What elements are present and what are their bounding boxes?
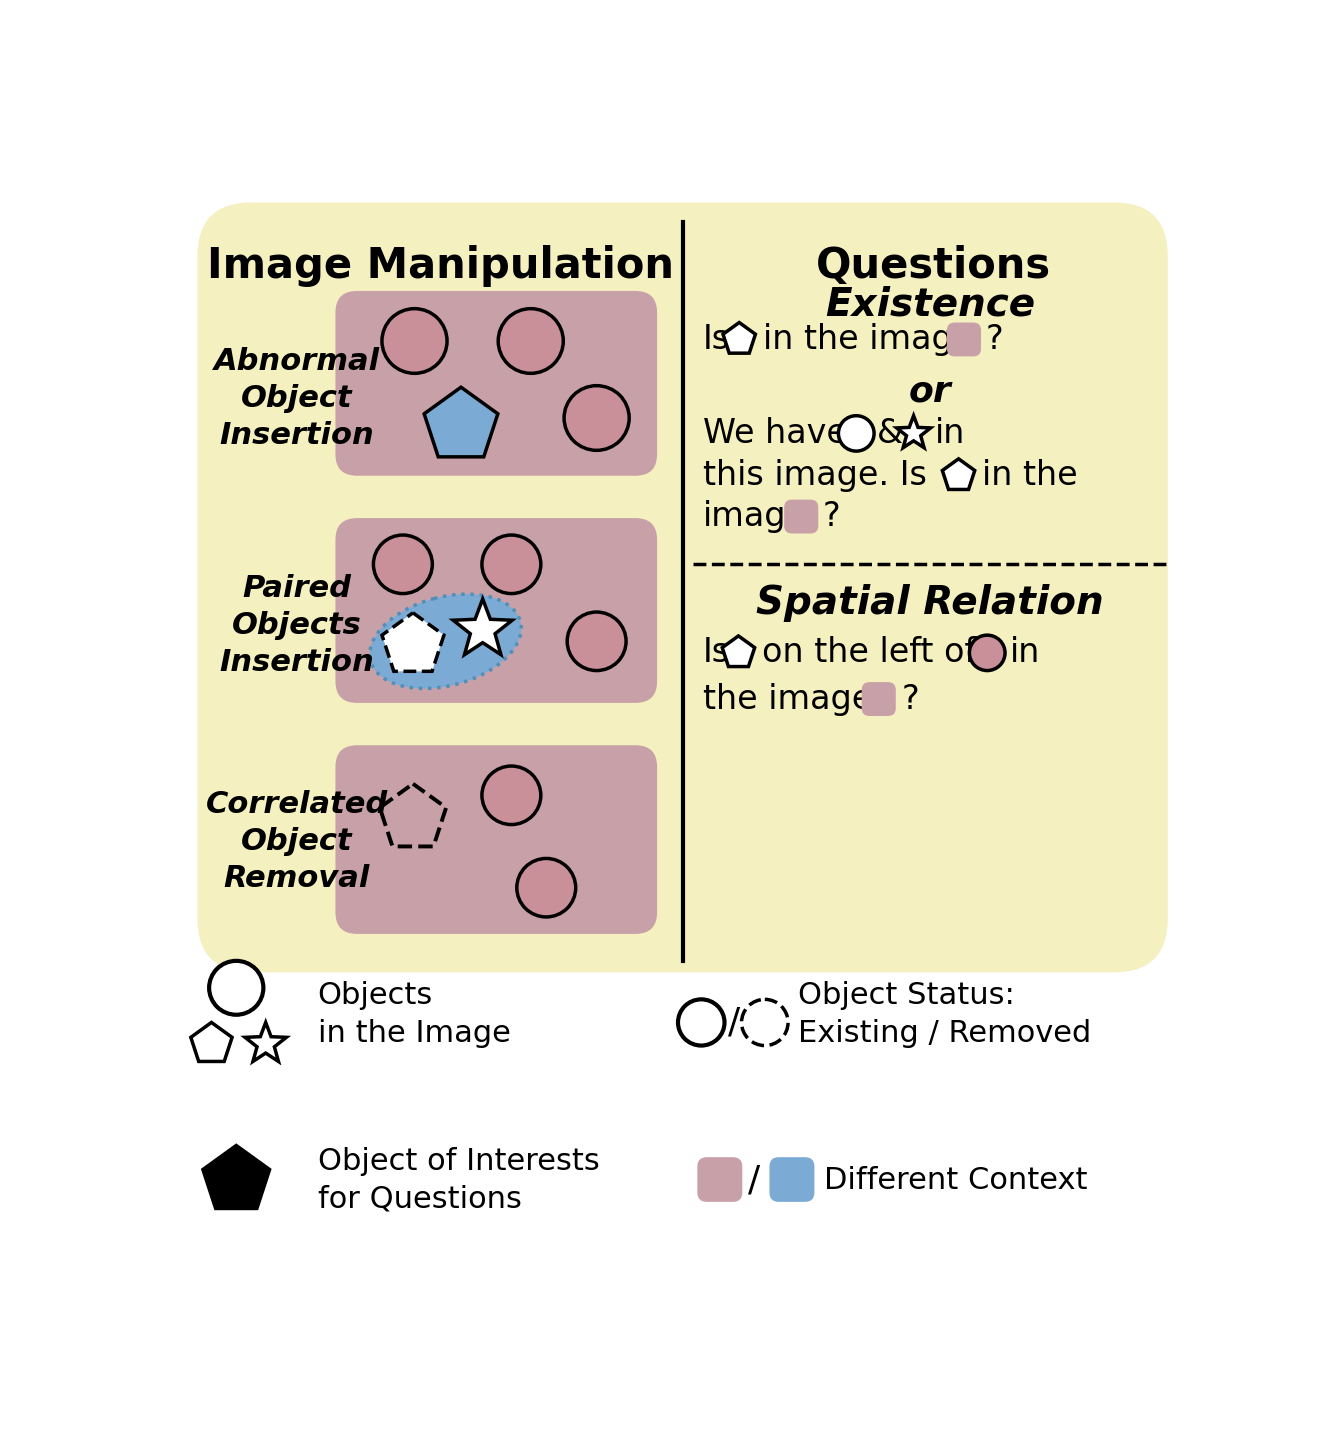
Text: on the left of: on the left of — [762, 636, 976, 669]
Text: image: image — [703, 500, 807, 533]
Text: Objects
in the Image: Objects in the Image — [317, 981, 510, 1048]
Circle shape — [517, 858, 575, 917]
Circle shape — [970, 635, 1006, 671]
Polygon shape — [453, 599, 513, 655]
Text: Object of Interests
for Questions: Object of Interests for Questions — [317, 1147, 599, 1214]
Text: Questions: Questions — [817, 245, 1051, 287]
Circle shape — [382, 309, 448, 373]
Polygon shape — [424, 388, 498, 456]
Polygon shape — [382, 613, 444, 671]
Text: /: / — [729, 1005, 741, 1040]
Text: Spatial Relation: Spatial Relation — [757, 583, 1104, 622]
Circle shape — [482, 766, 541, 825]
FancyBboxPatch shape — [785, 499, 818, 533]
Text: Existence: Existence — [825, 286, 1035, 323]
FancyBboxPatch shape — [947, 323, 982, 356]
Text: ?: ? — [986, 323, 1003, 356]
Circle shape — [563, 386, 629, 450]
Text: Paired
Objects
Insertion: Paired Objects Insertion — [220, 575, 374, 678]
Text: in the: in the — [982, 459, 1078, 492]
Text: in: in — [935, 418, 966, 450]
Circle shape — [373, 535, 433, 593]
Ellipse shape — [370, 593, 521, 688]
Text: Is: Is — [703, 323, 730, 356]
Text: /: / — [747, 1163, 759, 1197]
Circle shape — [838, 416, 874, 450]
Circle shape — [498, 309, 563, 373]
FancyBboxPatch shape — [698, 1157, 742, 1201]
Text: Different Context: Different Context — [823, 1165, 1087, 1195]
Circle shape — [742, 1000, 789, 1045]
Circle shape — [678, 1000, 725, 1045]
Text: this image. Is: this image. Is — [703, 459, 927, 492]
FancyBboxPatch shape — [197, 203, 1168, 972]
Polygon shape — [722, 636, 755, 666]
Text: in: in — [1010, 636, 1040, 669]
FancyBboxPatch shape — [336, 518, 657, 704]
Circle shape — [209, 961, 264, 1015]
Text: Object Status:
Existing / Removed: Object Status: Existing / Removed — [798, 981, 1091, 1048]
Text: the image: the image — [703, 682, 872, 715]
Text: or: or — [908, 375, 951, 408]
Circle shape — [482, 535, 541, 593]
Polygon shape — [245, 1022, 286, 1061]
Polygon shape — [380, 784, 446, 847]
Text: We have: We have — [703, 418, 847, 450]
FancyBboxPatch shape — [862, 682, 896, 716]
Polygon shape — [896, 416, 931, 448]
FancyBboxPatch shape — [336, 290, 657, 476]
Polygon shape — [723, 323, 755, 353]
Text: Image Manipulation: Image Manipulation — [206, 245, 674, 287]
Polygon shape — [942, 459, 975, 489]
Text: Is: Is — [703, 636, 730, 669]
Text: ?: ? — [902, 682, 919, 715]
FancyBboxPatch shape — [770, 1157, 814, 1201]
Text: Correlated
Object
Removal: Correlated Object Removal — [205, 789, 388, 894]
Polygon shape — [190, 1022, 232, 1061]
Text: in the image: in the image — [763, 323, 974, 356]
Circle shape — [567, 612, 626, 671]
FancyBboxPatch shape — [336, 745, 657, 934]
Text: &: & — [878, 418, 903, 450]
Text: Abnormal
Object
Insertion: Abnormal Object Insertion — [213, 347, 380, 450]
Text: ?: ? — [823, 500, 840, 533]
Polygon shape — [201, 1144, 272, 1210]
